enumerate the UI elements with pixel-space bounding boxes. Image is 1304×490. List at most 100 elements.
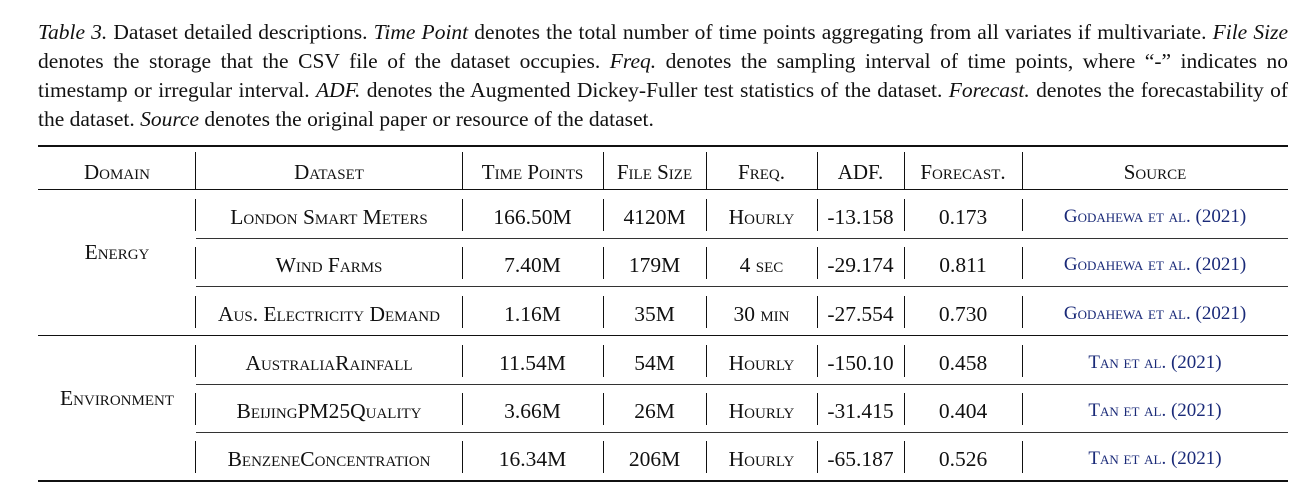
table-cell-timepoints: 16.34M <box>498 447 567 471</box>
column-divider <box>706 296 707 328</box>
table-cell-source: Godahewa et al. (2021) <box>1063 254 1247 275</box>
table-cell-dataset: BeijingPM25Quality <box>236 399 422 423</box>
column-divider <box>706 393 707 425</box>
table-cell-timepoints: 1.16M <box>504 302 561 326</box>
header-timepoints: Time Points <box>481 160 584 184</box>
table-bottom-rule <box>38 480 1288 482</box>
column-divider <box>603 393 604 425</box>
column-divider <box>817 393 818 425</box>
caption-text: denotes the forecastability of the datas… <box>38 78 1288 131</box>
column-divider <box>195 393 196 425</box>
table-cell-adf: -27.554 <box>827 302 894 326</box>
column-divider <box>603 441 604 473</box>
column-divider <box>706 199 707 231</box>
table-cell-dataset: Aus. Electricity Demand <box>218 302 440 326</box>
column-divider <box>904 247 905 279</box>
column-divider <box>706 247 707 279</box>
caption-text: denotes the original paper or resource o… <box>199 107 654 131</box>
table-cell-freq: 30 min <box>733 302 790 326</box>
row-separator <box>196 286 1288 287</box>
column-divider <box>462 247 463 279</box>
caption-term: Time Point <box>373 20 469 44</box>
table-cell-timepoints: 166.50M <box>493 205 572 229</box>
table-cell-forecast: 0.526 <box>938 447 988 471</box>
column-divider <box>1022 247 1023 279</box>
row-separator <box>196 384 1288 385</box>
caption-term: Forecast. <box>948 78 1030 102</box>
table-cell-dataset: BenzeneConcentration <box>227 447 431 471</box>
column-divider <box>817 152 818 189</box>
table-cell-adf: -65.187 <box>827 447 894 471</box>
header-source: Source <box>1123 160 1187 184</box>
header-adf: ADF. <box>837 160 884 184</box>
header-dataset: Dataset <box>294 160 364 184</box>
table-cell-freq: Hourly <box>728 447 795 471</box>
table-cell-adf: -150.10 <box>827 351 894 375</box>
caption-term: Source <box>140 107 199 131</box>
column-divider <box>195 345 196 377</box>
table-cell-dataset: Wind Farms <box>275 253 383 277</box>
table-cell-adf: -29.174 <box>827 253 894 277</box>
table-cell-source: Tan et al. (2021) <box>1088 352 1222 373</box>
column-divider <box>462 199 463 231</box>
table-cell-timepoints: 3.66M <box>504 399 561 423</box>
table-cell-filesize: 35M <box>634 302 675 326</box>
caption-label: Table 3. <box>38 20 108 44</box>
caption-text: denotes the sampling interval of time po… <box>38 49 1288 102</box>
caption-term: Freq. <box>609 49 657 73</box>
column-divider <box>904 441 905 473</box>
domain-separator-rule <box>38 335 1288 336</box>
column-divider <box>603 345 604 377</box>
table-cell-forecast: 0.811 <box>939 253 987 277</box>
header-filesize: File Size <box>616 160 693 184</box>
column-divider <box>603 296 604 328</box>
row-separator <box>196 238 1288 239</box>
column-divider <box>904 345 905 377</box>
table-cell-filesize: 179M <box>628 253 681 277</box>
column-divider <box>904 296 905 328</box>
column-divider <box>706 152 707 189</box>
table-cell-freq: Hourly <box>728 205 795 229</box>
table-cell-timepoints: 7.40M <box>504 253 561 277</box>
header-freq: Freq. <box>738 160 785 184</box>
column-divider <box>1022 296 1023 328</box>
column-divider <box>1022 441 1023 473</box>
domain-label-environment: Environment <box>60 386 174 410</box>
table-cell-forecast: 0.173 <box>938 205 988 229</box>
table-header-rule <box>38 189 1288 190</box>
caption-text: denotes the Augmented Dickey-Fuller test… <box>360 78 949 102</box>
column-divider <box>195 247 196 279</box>
table-cell-source: Godahewa et al. (2021) <box>1063 303 1247 324</box>
table-cell-dataset: London Smart Meters <box>230 205 428 229</box>
column-divider <box>462 345 463 377</box>
table-cell-forecast: 0.404 <box>938 399 988 423</box>
header-domain: Domain <box>84 160 150 184</box>
column-divider <box>904 199 905 231</box>
column-divider <box>195 441 196 473</box>
column-divider <box>1022 199 1023 231</box>
table-caption: Table 3. Dataset detailed descriptions. … <box>38 18 1288 134</box>
table-cell-dataset: AustraliaRainfall <box>245 351 413 375</box>
table-cell-timepoints: 11.54M <box>499 351 566 375</box>
table-cell-filesize: 206M <box>628 447 681 471</box>
table-cell-forecast: 0.730 <box>938 302 988 326</box>
table-cell-filesize: 26M <box>634 399 675 423</box>
column-divider <box>904 393 905 425</box>
header-forecast: Forecast. <box>920 160 1006 184</box>
column-divider <box>603 152 604 189</box>
domain-label-energy: Energy <box>84 240 150 264</box>
table-cell-source: Godahewa et al. (2021) <box>1063 206 1247 227</box>
column-divider <box>462 441 463 473</box>
table-cell-filesize: 4120M <box>623 205 686 229</box>
table-cell-freq: Hourly <box>728 399 795 423</box>
table-cell-filesize: 54M <box>634 351 675 375</box>
column-divider <box>706 441 707 473</box>
column-divider <box>1022 345 1023 377</box>
table-cell-source: Tan et al. (2021) <box>1088 448 1222 469</box>
table-cell-freq: Hourly <box>728 351 795 375</box>
column-divider <box>462 152 463 189</box>
table-cell-forecast: 0.458 <box>938 351 988 375</box>
column-divider <box>817 345 818 377</box>
table-top-rule <box>38 145 1288 147</box>
column-divider <box>817 247 818 279</box>
